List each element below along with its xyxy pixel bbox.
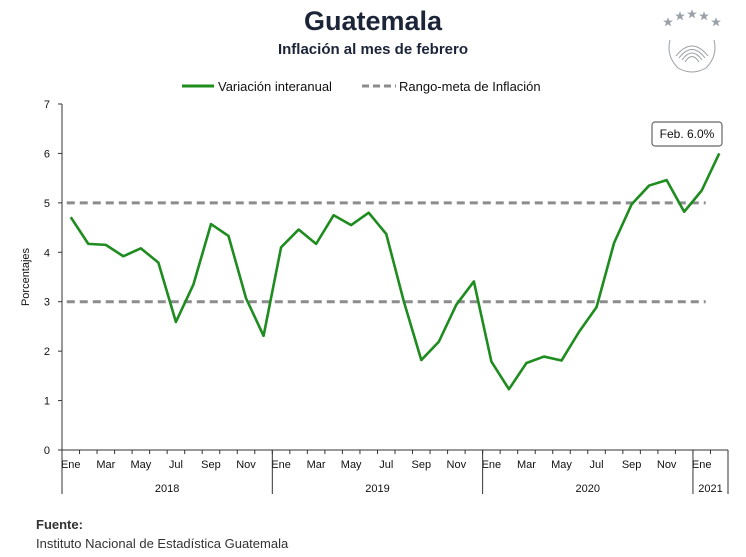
x-year-label: 2020 xyxy=(576,483,600,495)
series-line-variacion-interanual xyxy=(69,152,721,391)
seal-star-icon xyxy=(663,17,673,27)
y-tick-label: 2 xyxy=(44,346,50,358)
y-tick-label: 5 xyxy=(44,198,50,210)
page-subtitle: Inflación al mes de febrero xyxy=(277,41,469,58)
central-bank-seal-icon xyxy=(663,9,721,73)
x-month-label: Sep xyxy=(412,459,432,471)
inflation-line-chart: 0 1 2 3 4 5 6 7 Porcentajes Ene Mar May Jul Sep Nov Ene… xyxy=(20,79,729,495)
y-tick-label: 0 xyxy=(44,445,50,457)
x-month-label: Ene xyxy=(482,459,502,471)
x-month-label: May xyxy=(551,459,572,471)
source-label: Fuente: xyxy=(36,517,83,532)
y-tick-label: 4 xyxy=(44,247,50,259)
y-axis-title: Porcentajes xyxy=(20,247,32,306)
x-month-label: Nov xyxy=(447,459,467,471)
x-month-label: Ene xyxy=(61,459,81,471)
x-month-label: Nov xyxy=(236,459,256,471)
x-month-label: Sep xyxy=(201,459,221,471)
seal-star-icon xyxy=(711,17,721,27)
x-month-label: May xyxy=(130,459,151,471)
annotation-box xyxy=(651,121,723,147)
x-month-label: Mar xyxy=(96,459,115,471)
legend-label-variacion: Variación interanual xyxy=(218,79,332,94)
seal-star-icon xyxy=(687,9,697,19)
x-month-label: May xyxy=(341,459,362,471)
annotation-label: Feb. 6.0% xyxy=(660,127,715,141)
x-month-label: Mar xyxy=(307,459,326,471)
y-tick-label: 7 xyxy=(44,99,50,111)
x-month-label: Mar xyxy=(517,459,536,471)
x-month-label: Ene xyxy=(271,459,291,471)
legend-label-rango: Rango-meta de Inflación xyxy=(399,79,541,94)
y-tick-label: 3 xyxy=(44,297,50,309)
x-month-label: Jul xyxy=(379,459,393,471)
x-year-label: 2019 xyxy=(365,483,389,495)
x-month-label: Jul xyxy=(169,459,183,471)
source-text: Instituto Nacional de Estadística Guatem… xyxy=(36,536,289,551)
seal-star-icon xyxy=(675,11,685,21)
x-month-label: Jul xyxy=(590,459,604,471)
seal-star-icon xyxy=(699,11,709,21)
y-tick-label: 1 xyxy=(44,396,50,408)
x-year-label: 2018 xyxy=(155,483,179,495)
x-month-label: Sep xyxy=(622,459,642,471)
x-year-label: 2021 xyxy=(698,483,722,495)
y-tick-label: 6 xyxy=(44,148,50,160)
x-month-label: Nov xyxy=(657,459,677,471)
x-month-label: Ene xyxy=(692,459,712,471)
page-title: Guatemala xyxy=(303,6,443,36)
